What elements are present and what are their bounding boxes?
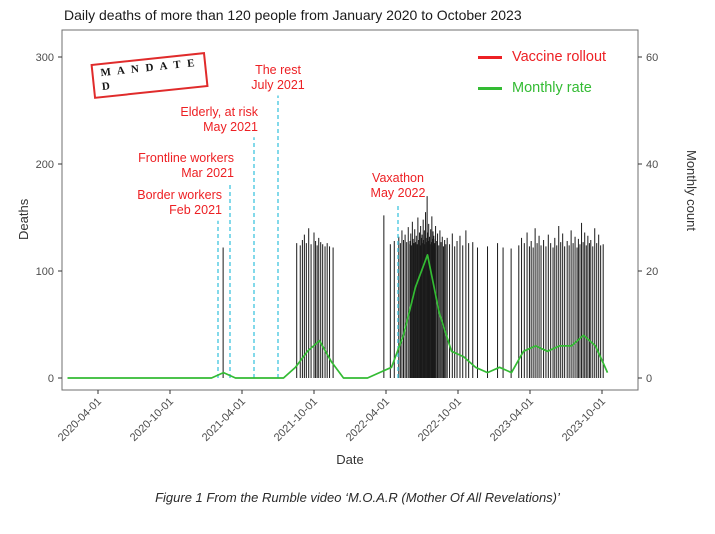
y-axis-left-ticks: 0 100 200 300 — [36, 52, 62, 385]
x-axis-label: Date — [336, 452, 364, 467]
svg-text:2022-04-01: 2022-04-01 — [344, 396, 392, 444]
svg-text:40: 40 — [646, 159, 658, 171]
y-axis-label-left: Deaths — [16, 198, 31, 240]
svg-text:2021-10-01: 2021-10-01 — [272, 396, 320, 444]
chart-title: Daily deaths of more than 120 people fro… — [64, 7, 522, 23]
svg-text:2021-04-01: 2021-04-01 — [200, 396, 248, 444]
svg-text:2022-10-01: 2022-10-01 — [416, 396, 464, 444]
annotation-elderly-at-risk: Elderly, at risk May 2021 — [180, 104, 258, 134]
svg-text:2023-04-01: 2023-04-01 — [488, 396, 536, 444]
monthly-rate-line — [67, 254, 609, 379]
chart-area: 0 100 200 300 0 20 40 60 2020-04-01 2020-10-01 202… — [16, 7, 699, 467]
svg-text:300: 300 — [36, 52, 54, 64]
svg-text:200: 200 — [36, 159, 54, 171]
plot-panel-border — [61, 29, 639, 391]
chart-legend: Vaccine rollout Monthly rate — [478, 44, 606, 106]
y-axis-right-ticks: 0 20 40 60 — [638, 52, 658, 385]
annotation-border-workers: Border workers Feb 2021 — [137, 188, 222, 218]
svg-text:2020-04-01: 2020-04-01 — [56, 396, 104, 444]
legend-item-vaccine-rollout: Vaccine rollout — [478, 44, 606, 70]
monthly-rate-label: Monthly rate — [512, 80, 592, 96]
annotation-frontline-workers: Frontline workers Mar 2021 — [138, 150, 234, 181]
svg-text:100: 100 — [36, 266, 54, 278]
y-axis-label-right: Monthly count — [684, 150, 699, 231]
annotation-the-rest: The rest July 2021 — [251, 63, 305, 93]
daily-deaths-bars — [222, 196, 604, 378]
annotation-vaxathon: Vaxathon May 2022 — [370, 171, 426, 201]
x-axis-ticks: 2020-04-01 2020-10-01 2021-04-01 2021-10-01… — [56, 390, 608, 444]
svg-text:0: 0 — [48, 373, 54, 385]
vaccine-rollout-lines — [217, 95, 399, 378]
vaccine-rollout-line-swatch — [478, 55, 502, 59]
svg-text:60: 60 — [646, 52, 658, 64]
figure-caption: Figure 1 From the Rumble video ‘M.O.A.R … — [155, 490, 560, 505]
legend-item-monthly-rate: Monthly rate — [478, 75, 606, 101]
vaccine-rollout-label: Vaccine rollout — [512, 49, 607, 65]
svg-text:20: 20 — [646, 266, 658, 278]
svg-text:2020-10-01: 2020-10-01 — [128, 396, 176, 444]
svg-text:2023-10-01: 2023-10-01 — [560, 396, 608, 444]
svg-text:0: 0 — [646, 373, 652, 385]
monthly-rate-line-swatch — [478, 86, 502, 90]
